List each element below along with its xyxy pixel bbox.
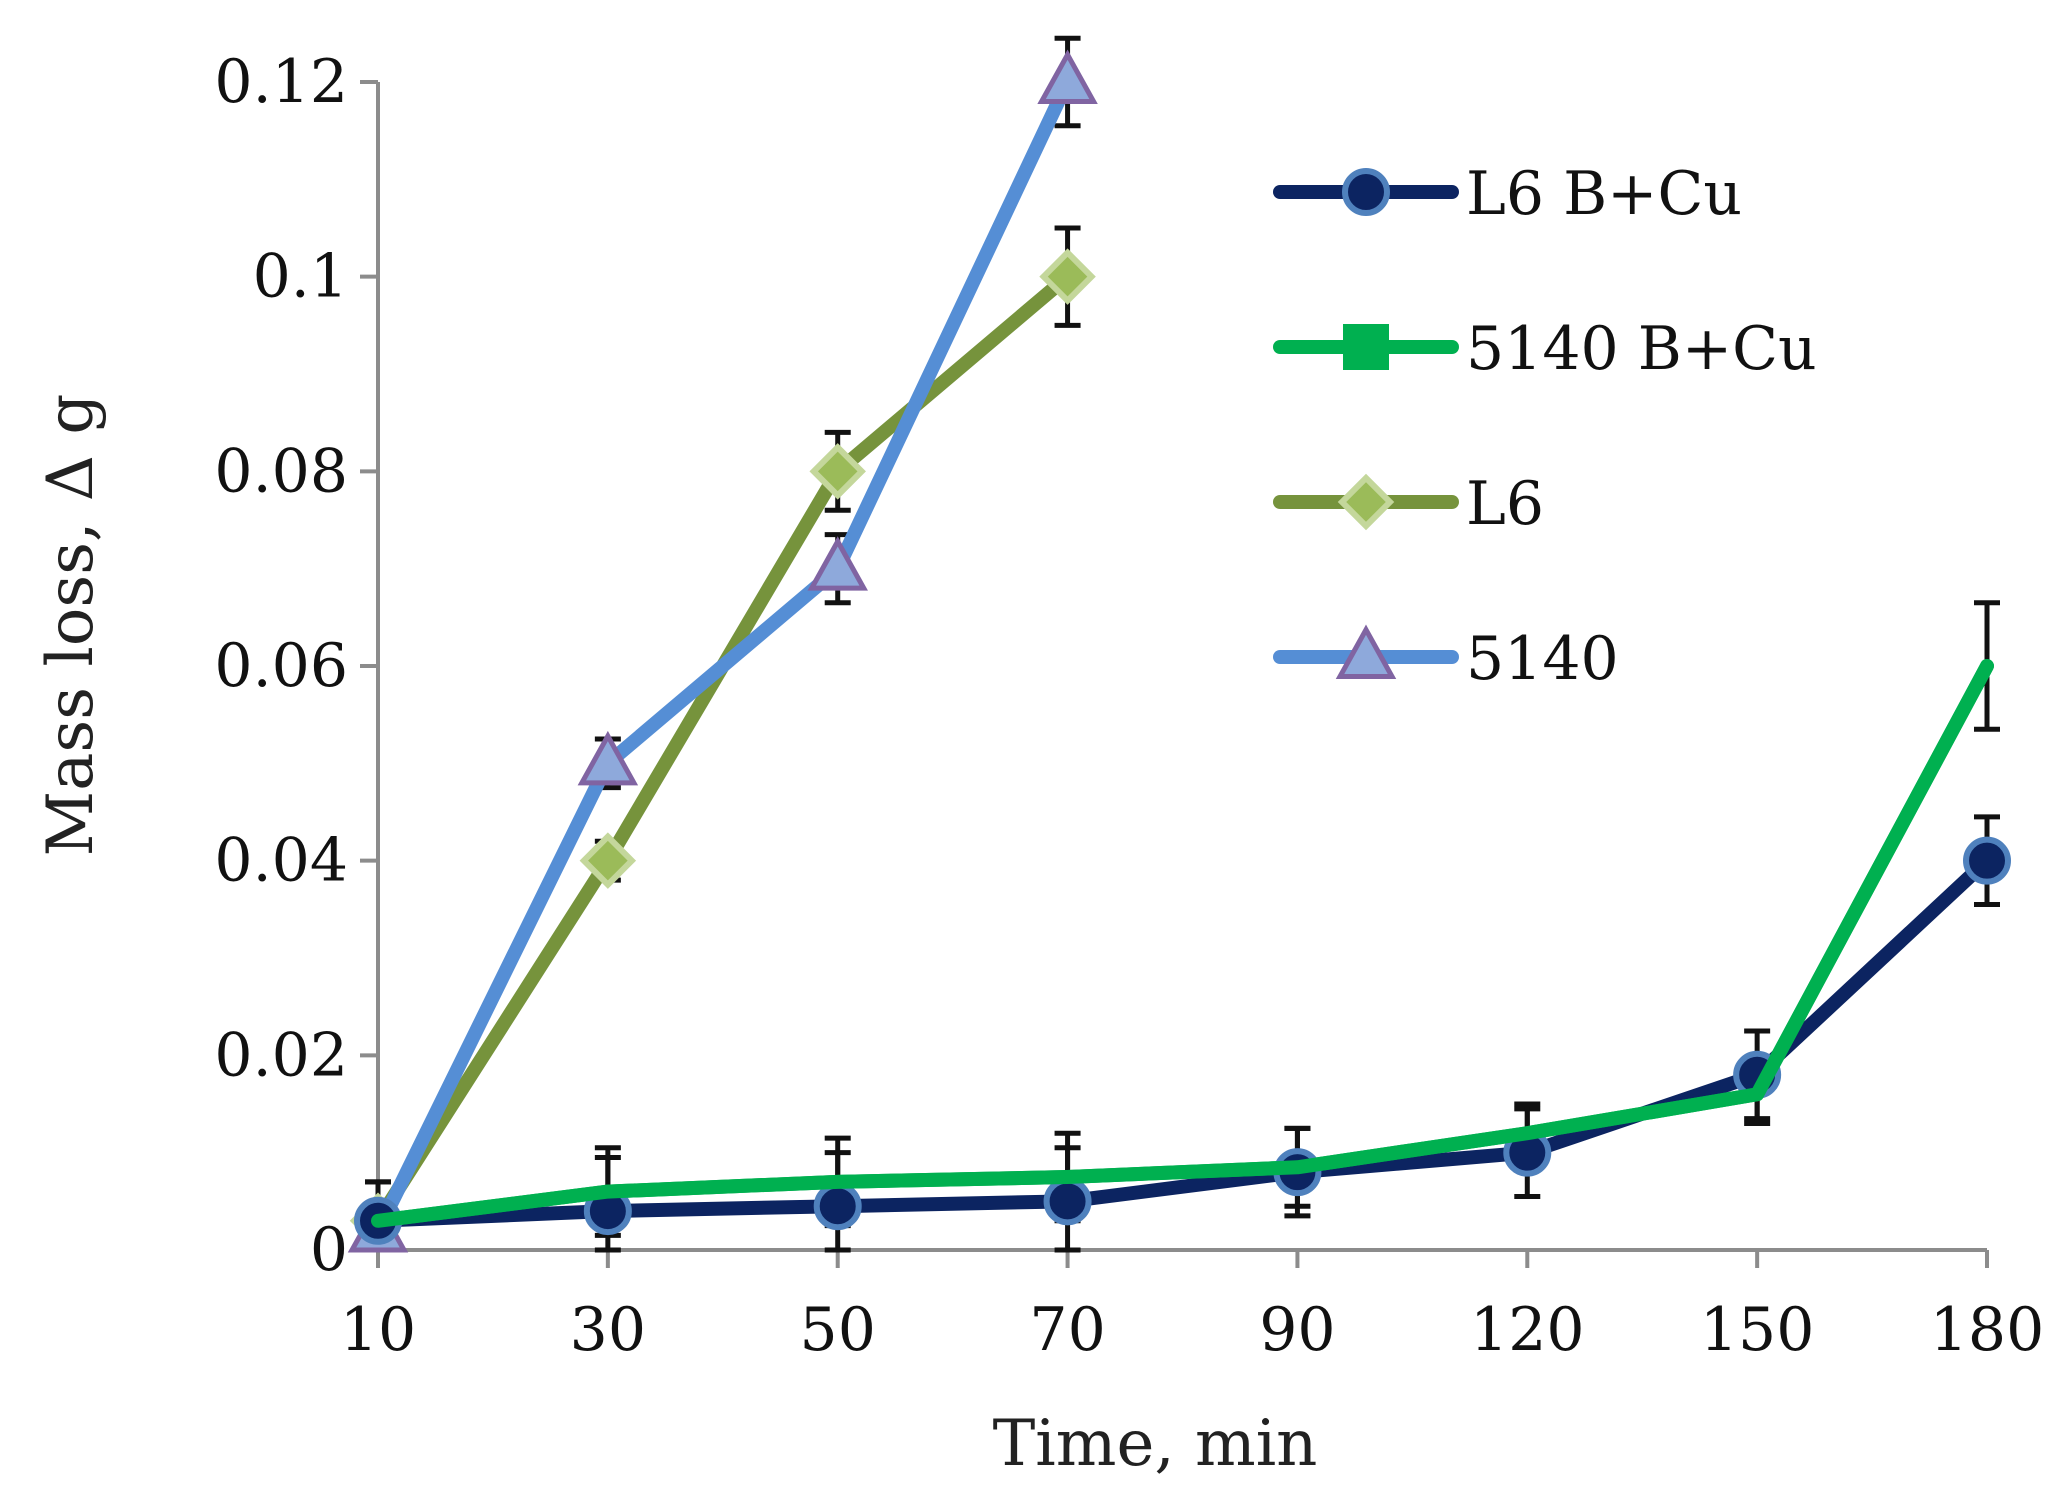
legend-marker bbox=[1337, 473, 1395, 531]
x-tick-label: 90 bbox=[1259, 1295, 1335, 1365]
y-tick-label: 0.12 bbox=[214, 47, 348, 117]
legend-label: L6 bbox=[1466, 469, 1544, 539]
legend-label: L6 B+Cu bbox=[1466, 159, 1742, 229]
data-point bbox=[813, 1182, 862, 1231]
x-tick-label: 180 bbox=[1930, 1295, 2045, 1365]
axes: 0 0.02 0.04 0.06 0.08 0.1 0.12 10 30 50 70 90 120 150… bbox=[214, 47, 2044, 1365]
series-line-l6 bbox=[371, 269, 1075, 1228]
series-markers bbox=[347, 49, 2011, 1253]
legend-marker bbox=[1335, 624, 1397, 679]
x-tick-label: 10 bbox=[340, 1295, 416, 1365]
series-line-l6-b-cu bbox=[371, 853, 1994, 1228]
x-tick-label: 50 bbox=[800, 1295, 876, 1365]
x-tick-label: 150 bbox=[1700, 1295, 1815, 1365]
series-line-5140 bbox=[371, 75, 1075, 1238]
data-point bbox=[1037, 49, 1098, 104]
legend-item: L6 B+Cu bbox=[1273, 159, 1742, 229]
y-tick-label: 0.06 bbox=[214, 631, 348, 701]
y-tick-label: 0.1 bbox=[253, 242, 348, 312]
data-point bbox=[807, 536, 868, 591]
data-point bbox=[577, 730, 639, 786]
x-axis-title: Time, min bbox=[993, 1407, 1318, 1481]
data-point bbox=[1043, 1177, 1092, 1226]
y-tick-label: 0.08 bbox=[214, 436, 348, 506]
legend-item: L6 bbox=[1273, 469, 1544, 539]
x-tick-label: 120 bbox=[1470, 1295, 1585, 1365]
legend-marker bbox=[1343, 324, 1389, 370]
data-point bbox=[579, 832, 637, 889]
y-tick-label: 0.04 bbox=[214, 826, 348, 896]
series-line-5140-b-cu-overlay bbox=[371, 659, 1994, 1228]
legend-item: 5140 B+Cu bbox=[1273, 314, 1817, 384]
x-tick-label: 70 bbox=[1029, 1295, 1105, 1365]
x-tick-label: 30 bbox=[570, 1295, 646, 1365]
legend-item: 5140 bbox=[1273, 624, 1619, 694]
legend: L6 B+Cu 5140 B+Cu L6 5140 bbox=[1273, 159, 1817, 694]
legend-label: 5140 B+Cu bbox=[1466, 314, 1817, 384]
y-tick-label: 0.02 bbox=[214, 1020, 348, 1090]
legend-label: 5140 bbox=[1466, 624, 1619, 694]
y-axis-title: Mass loss, Δ g bbox=[34, 394, 108, 857]
data-point bbox=[1039, 248, 1096, 305]
legend-marker bbox=[1342, 168, 1390, 216]
y-tick-label: 0 bbox=[310, 1215, 348, 1285]
data-point bbox=[809, 443, 866, 500]
data-point bbox=[1963, 836, 2011, 885]
